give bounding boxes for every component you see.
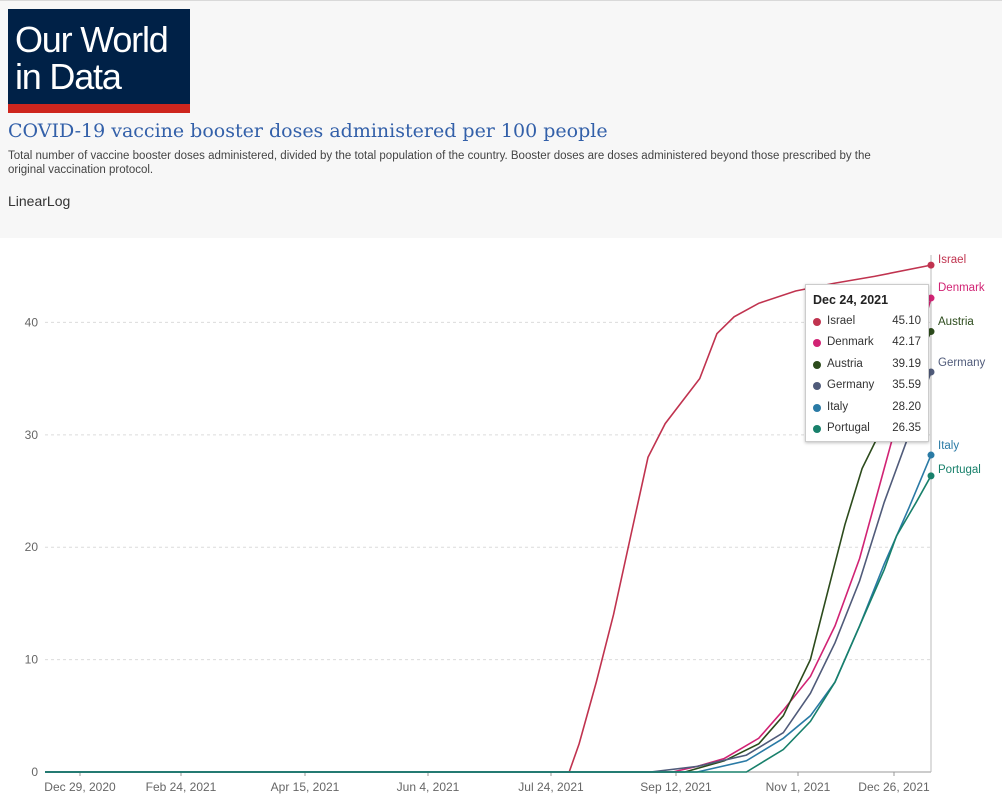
x-tick-label: Sep 12, 2021 <box>640 780 712 794</box>
series-line-germany <box>45 371 932 773</box>
x-tick-label: Jun 4, 2021 <box>397 780 460 794</box>
series-endpoint-israel <box>927 261 935 269</box>
scale-toggle: LinearLog <box>8 193 70 209</box>
series-endpoint-germany <box>927 368 935 376</box>
owid-logo[interactable]: Our World in Data <box>8 9 190 113</box>
x-tick-label: Nov 1, 2021 <box>766 780 831 794</box>
series-line-denmark <box>45 297 932 773</box>
series-label-israel: Israel <box>938 254 966 266</box>
tooltip-value: 42.17 <box>892 336 921 349</box>
series-endpoint-italy <box>927 451 935 459</box>
tooltip-row: Germany 35.59 <box>813 379 925 395</box>
tooltip-country: Portugal <box>827 422 870 434</box>
series-endpoint-denmark <box>927 294 935 302</box>
x-tick-label: Apr 15, 2021 <box>271 780 340 794</box>
legend-dot-icon <box>813 360 821 369</box>
tooltip-country: Denmark <box>827 336 874 349</box>
x-tick-label: Jul 24, 2021 <box>518 780 584 794</box>
legend-dot-icon <box>813 403 821 412</box>
legend-dot-icon <box>813 425 821 433</box>
tooltip-country: Germany <box>827 379 875 392</box>
tooltip-country: Austria <box>827 357 863 370</box>
series-endpoint-portugal <box>927 472 935 480</box>
scale-linear-option[interactable]: Linear <box>8 193 47 209</box>
tooltip-row: Denmark 42.17 <box>813 336 925 352</box>
y-tick-label: 20 <box>25 540 39 554</box>
legend-dot-icon <box>813 339 821 348</box>
tooltip-row: Austria 39.19 <box>813 358 925 374</box>
x-tick-label: Dec 29, 2020 <box>44 780 116 794</box>
tooltip-value: 45.10 <box>892 315 921 327</box>
tooltip-value: 35.59 <box>892 379 921 392</box>
series-line-israel <box>45 264 932 773</box>
series-label-portugal: Portugal <box>938 464 981 476</box>
logo-text: Our World in Data <box>15 19 169 97</box>
x-tick-label: Dec 26, 2021 <box>858 780 930 794</box>
series-label-austria: Austria <box>938 316 974 328</box>
tooltip-value: 39.19 <box>892 357 921 370</box>
chart-title: COVID-19 vaccine booster doses administe… <box>8 120 608 142</box>
x-tick-label: Feb 24, 2021 <box>146 780 217 794</box>
series-label-italy: Italy <box>938 440 959 452</box>
series-label-germany: Germany <box>938 357 986 369</box>
scale-log-option[interactable]: Log <box>46 193 71 209</box>
tooltip-row: Israel 45.10 <box>813 315 925 331</box>
series-label-denmark: Denmark <box>938 282 985 294</box>
tooltip-country: Italy <box>827 400 849 413</box>
y-tick-label: 0 <box>31 765 38 779</box>
logo-bar <box>8 104 190 113</box>
y-tick-label: 30 <box>25 428 39 442</box>
tooltip-value: 26.35 <box>892 422 921 434</box>
series-line-italy <box>45 454 932 773</box>
y-tick-label: 10 <box>25 653 39 667</box>
chart-subtitle: Total number of vaccine booster doses ad… <box>8 150 871 176</box>
tooltip-row: Portugal 26.35 <box>813 422 925 438</box>
tooltip-row: Italy 28.20 <box>813 401 925 417</box>
top-border <box>0 0 1002 1</box>
tooltip-date: Dec 24, 2021 <box>813 293 889 307</box>
series-endpoint-austria <box>927 328 935 336</box>
tooltip-country: Israel <box>827 315 856 327</box>
legend-dot-icon <box>813 318 821 326</box>
tooltip-value: 28.20 <box>892 400 921 413</box>
series-line-austria <box>45 331 932 773</box>
series-line-portugal <box>45 475 932 773</box>
legend-dot-icon <box>813 382 821 391</box>
hover-tooltip: Dec 24, 2021 Israel 45.10 Denmark 42.17 Aust… <box>805 284 929 442</box>
y-tick-label: 40 <box>25 315 39 329</box>
